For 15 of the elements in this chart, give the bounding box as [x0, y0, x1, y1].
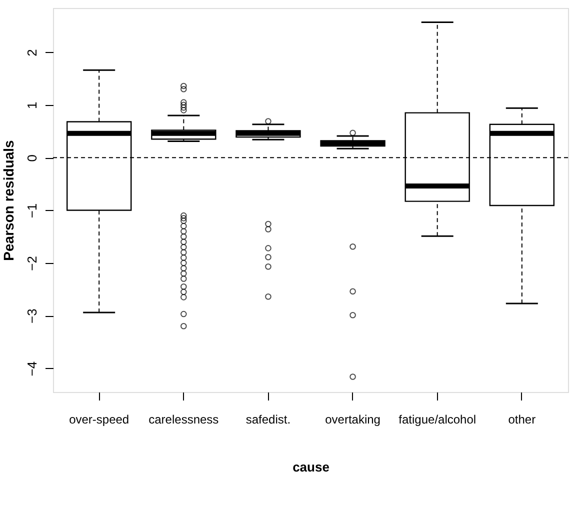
x-tick-label: other	[508, 412, 536, 426]
y-tick-label: −1	[24, 203, 40, 218]
y-tick-label: −4	[24, 361, 40, 376]
x-tick-label: fatigue/alcohol	[398, 412, 476, 426]
y-tick-label: 1	[24, 102, 40, 110]
y-tick-label: −2	[24, 256, 40, 271]
y-tick-label: −3	[24, 308, 40, 324]
x-tick-label: safedist.	[246, 412, 291, 426]
x-tick-label: overtaking	[325, 412, 380, 426]
y-tick-label: 0	[24, 154, 40, 162]
y-tick-label: 2	[24, 49, 40, 56]
y-axis-title: Pearson residuals	[0, 140, 16, 261]
x-tick-label: over-speed	[69, 412, 130, 426]
x-axis-title: cause	[292, 460, 330, 474]
x-tick-label: carelessness	[148, 412, 219, 426]
